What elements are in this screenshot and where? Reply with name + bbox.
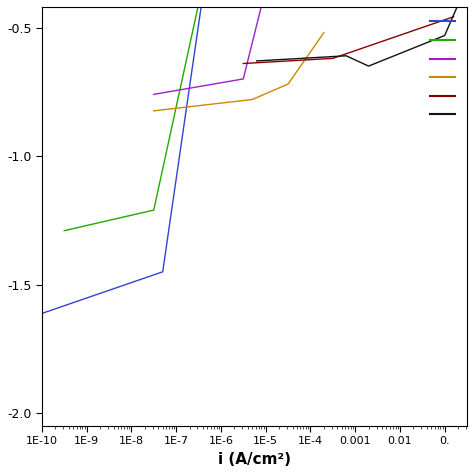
Legend: , , , , , : , , , , ,	[427, 13, 461, 124]
X-axis label: i (A/cm²): i (A/cm²)	[218, 452, 291, 467]
